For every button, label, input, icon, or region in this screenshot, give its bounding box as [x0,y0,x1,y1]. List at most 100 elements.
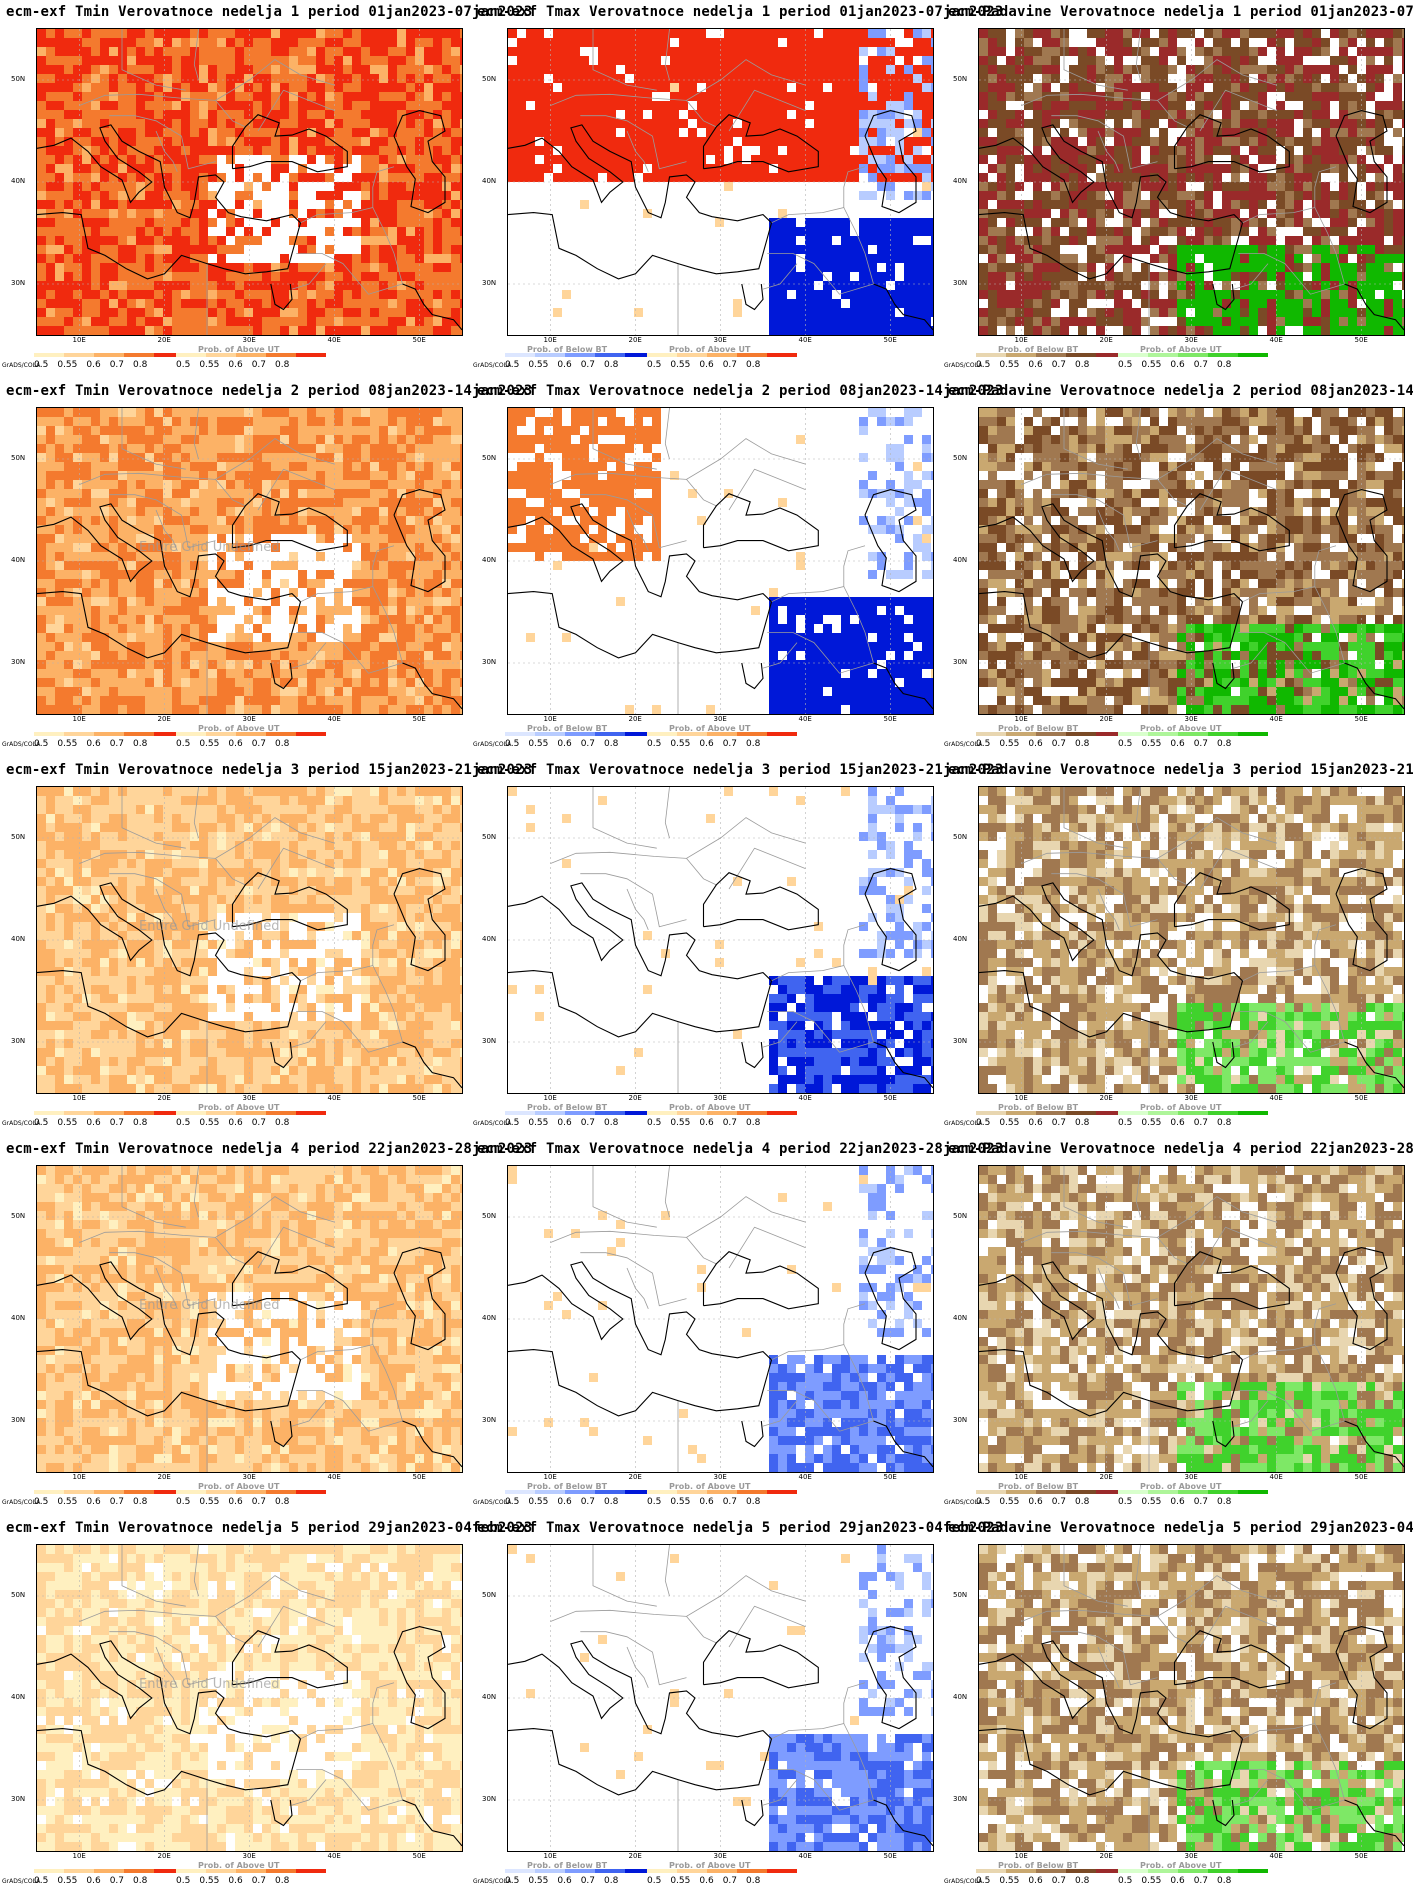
probability-cell [127,516,136,525]
probability-cell [1294,74,1303,83]
probability-cell [805,326,814,335]
probability-cell [1105,146,1114,155]
probability-cell [850,290,859,299]
probability-cell [118,236,127,245]
probability-cell [688,137,697,146]
probability-cell [913,308,922,317]
probability-cell [1249,281,1258,290]
probability-cell [352,471,361,480]
probability-cell [517,155,526,164]
probability-cell [289,462,298,471]
probability-cell [181,128,190,137]
probability-cell [697,74,706,83]
probability-cell [190,92,199,101]
probability-cell [589,83,598,92]
probability-cell [199,65,208,74]
probability-cell [1339,326,1348,335]
probability-cell [922,272,931,281]
probability-cell [46,326,55,335]
probability-cell [904,119,913,128]
probability-cell [64,516,73,525]
probability-cell [433,570,442,579]
probability-cell [37,507,46,516]
probability-cell [1051,281,1060,290]
probability-cell [1267,191,1276,200]
probability-cell [1141,56,1150,65]
probability-cell [424,552,433,561]
legend-swatch [707,353,737,357]
probability-cell [1384,308,1393,317]
probability-cell [904,155,913,164]
probability-cell [406,498,415,507]
probability-cell [442,471,451,480]
probability-cell [451,119,460,128]
probability-cell [352,272,361,281]
probability-cell [634,65,643,74]
probability-cell [208,101,217,110]
probability-cell [1366,245,1375,254]
probability-cell [136,579,145,588]
probability-cell [172,263,181,272]
probability-cell [877,110,886,119]
probability-cell [904,299,913,308]
probability-cell [100,408,109,417]
probability-cell [55,290,64,299]
probability-cell [1213,218,1222,227]
probability-cell [91,65,100,74]
probability-cell [1384,110,1393,119]
probability-cell [190,236,199,245]
probability-cell [145,480,154,489]
probability-cell [823,254,832,263]
probability-cell [796,110,805,119]
probability-cell [1042,191,1051,200]
probability-cell [787,254,796,263]
probability-cell [163,74,172,83]
probability-cell [589,119,598,128]
probability-cell [64,245,73,254]
probability-cell [73,417,82,426]
probability-cell [181,29,190,38]
probability-cell [433,453,442,462]
probability-cell [262,462,271,471]
probability-cell [787,263,796,272]
probability-cell [1069,101,1078,110]
probability-cell [442,417,451,426]
probability-cell [217,29,226,38]
probability-cell [1078,236,1087,245]
probability-cell [988,65,997,74]
probability-cell [1069,173,1078,182]
probability-cell [379,588,388,597]
probability-cell [298,281,307,290]
probability-cell [46,38,55,47]
probability-cell [460,507,462,516]
probability-cell [181,525,190,534]
probability-cell [199,191,208,200]
probability-cell [1078,83,1087,92]
legend-tick: 0.5 [976,360,991,370]
probability-cell [1366,272,1375,281]
probability-cell [370,290,379,299]
probability-cell [424,191,433,200]
probability-cell [1321,182,1330,191]
probability-cell [289,272,298,281]
probability-cell [1213,128,1222,137]
probability-cell [64,317,73,326]
probability-cell [1204,317,1213,326]
probability-cell [226,326,235,335]
probability-cell [1006,317,1015,326]
probability-cell [442,453,451,462]
probability-cell [127,173,136,182]
probability-cell [1042,317,1051,326]
probability-cell [199,38,208,47]
probability-cell [343,38,352,47]
probability-cell [379,101,388,110]
probability-cell [571,56,580,65]
probability-cell [1159,83,1168,92]
probability-cell [607,92,616,101]
legend-swatch [1006,353,1036,357]
probability-cell [814,317,823,326]
probability-cell [1204,299,1213,308]
probability-cell [64,525,73,534]
probability-cell [163,462,172,471]
probability-cell [805,254,814,263]
